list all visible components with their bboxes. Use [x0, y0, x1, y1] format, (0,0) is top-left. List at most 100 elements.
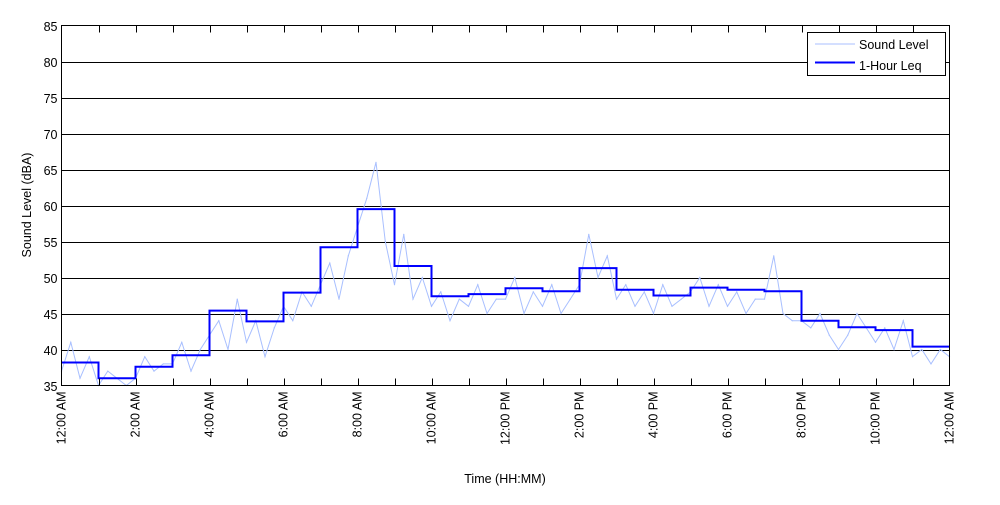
y-tick-label: 35 — [44, 380, 58, 394]
grid-lines — [61, 62, 950, 351]
sound-level-point — [153, 370, 155, 372]
sound-level-point — [745, 312, 747, 315]
x-tick-label: 4:00 PM — [647, 392, 661, 439]
sound-level-point — [190, 370, 192, 372]
sound-level-point — [837, 348, 840, 351]
x-tick-label: 12:00 AM — [943, 392, 957, 445]
sound-level-point — [560, 312, 562, 315]
sound-level-point — [107, 370, 109, 372]
sound-level-point — [162, 363, 164, 365]
sound-level-point — [588, 233, 590, 235]
sound-level-point — [652, 312, 655, 315]
sound-level-point — [606, 255, 608, 257]
x-tick-label: 8:00 AM — [351, 392, 365, 438]
sound-level-point — [338, 298, 340, 300]
sound-level-point — [856, 312, 858, 315]
sound-level-point — [523, 312, 525, 315]
sound-level-point — [791, 320, 793, 322]
sound-level-point — [514, 276, 516, 279]
sound-level-point — [532, 291, 534, 293]
sound-level-point — [810, 327, 812, 329]
sound-level-point — [421, 276, 423, 279]
sound-level-point — [615, 298, 618, 300]
sound-level-point — [458, 298, 460, 300]
sound-level-point — [181, 341, 183, 343]
sound-level-point — [218, 320, 220, 322]
x-tick-label: 2:00 AM — [129, 392, 143, 438]
sound-level-point — [347, 255, 349, 257]
legend: Sound Level 1-Hour Leq — [807, 32, 946, 76]
sound-level-point — [726, 305, 729, 307]
y-tick-label: 75 — [44, 92, 58, 106]
sound-level-point — [227, 348, 229, 351]
sound-level-point — [754, 298, 756, 300]
sound-level-point — [236, 298, 238, 300]
sound-level-point — [930, 363, 932, 365]
sound-level-point — [634, 305, 636, 307]
sound-level-point — [847, 334, 849, 336]
sound-level-point — [884, 327, 886, 329]
sound-level-point — [902, 320, 904, 322]
sound-level-point — [893, 348, 895, 351]
sound-level-point — [671, 305, 673, 307]
sound-level-point — [393, 284, 396, 286]
sound-level-point — [310, 305, 312, 307]
sound-level-point — [430, 305, 433, 307]
x-tick-label: 8:00 PM — [795, 392, 809, 439]
legend-box — [807, 32, 946, 76]
sound-level-point — [763, 298, 766, 300]
sound-level-point — [569, 298, 571, 300]
y-tick-label: 40 — [44, 344, 58, 358]
y-tick-label: 65 — [44, 164, 58, 178]
plot-frame — [61, 25, 950, 386]
sound-level-point — [625, 284, 627, 286]
sound-level-point — [911, 356, 914, 358]
sound-level-point — [921, 348, 923, 351]
x-tick-label: 10:00 AM — [425, 392, 439, 445]
x-tick-label: 12:00 AM — [55, 392, 69, 445]
x-tick-label: 6:00 AM — [277, 392, 291, 438]
sound-level-point — [680, 298, 682, 300]
sound-level-point — [412, 298, 414, 300]
sound-level-point — [828, 334, 830, 336]
y-axis-label: Sound Level (dBA) — [20, 153, 34, 258]
sound-level-point — [273, 327, 275, 329]
sound-level-point — [375, 161, 377, 163]
sound-level-point — [874, 341, 877, 343]
sound-level-point — [329, 262, 331, 264]
sound-level-point — [662, 284, 664, 286]
x-tick-label: 10:00 PM — [869, 392, 883, 446]
sound-level-point — [708, 305, 710, 307]
sound-level-point — [819, 312, 821, 315]
sound-level-point — [384, 240, 386, 243]
y-tick-label: 70 — [44, 128, 58, 142]
legend-label-sound-level: Sound Level — [859, 38, 929, 52]
sound-level-point — [551, 284, 553, 286]
sound-level-point — [504, 298, 507, 300]
sound-level-point — [449, 320, 451, 322]
sound-level-point — [199, 348, 201, 351]
sound-level-point — [144, 356, 146, 358]
sound-level-point — [939, 348, 941, 351]
sound-level-point — [486, 312, 488, 315]
sound-level-point — [782, 312, 784, 315]
y-tick-label: 60 — [44, 200, 58, 214]
sound-level-point — [699, 276, 701, 279]
x-tick-label: 2:00 PM — [573, 392, 587, 439]
axis-ticks: 35 40 45 50 55 60 65 70 75 80 85 12:00 AM 2:00 AM 4:0… — [44, 20, 957, 445]
sound-level-point — [597, 276, 599, 279]
sound-level-point — [717, 284, 719, 286]
series-1-hour-leq-line — [61, 208, 950, 380]
series-sound-level-line — [61, 162, 950, 387]
sound-level-point — [366, 197, 368, 199]
x-tick-label: 12:00 PM — [499, 392, 513, 446]
sound-level-point — [541, 305, 544, 307]
sound-level-point — [79, 377, 81, 379]
sound-level-point — [88, 356, 90, 358]
sound-level-point — [477, 284, 479, 286]
sound-level-point — [264, 356, 266, 358]
sound-level-point — [292, 320, 294, 322]
sound-level-point — [643, 291, 645, 293]
y-tick-label: 50 — [44, 272, 58, 286]
